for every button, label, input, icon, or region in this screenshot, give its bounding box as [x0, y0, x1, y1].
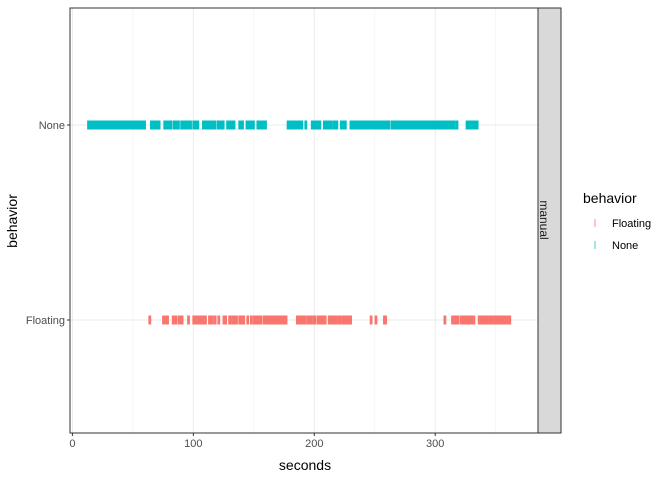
- none-rug-segment: [163, 120, 173, 130]
- y-tick-label: Floating: [26, 315, 65, 327]
- floating-rug-tick: [246, 315, 250, 325]
- data-marks: [87, 120, 512, 325]
- plot-panel-border: [69, 7, 539, 434]
- floating-rug-tick: [300, 315, 304, 325]
- floating-rug-tick: [204, 315, 207, 325]
- floating-rug-tick: [249, 315, 253, 325]
- none-rug-segment: [310, 120, 322, 130]
- none-rug-segment: [256, 120, 267, 130]
- floating-rug-tick: [309, 315, 313, 325]
- floating-rug-tick: [453, 315, 456, 325]
- none-rug-tick: [352, 120, 356, 130]
- floating-rug-segment: [316, 315, 323, 325]
- floating-rug-segment: [327, 315, 335, 325]
- floating-rug-segment: [337, 315, 342, 325]
- floating-rug-tick: [298, 315, 302, 325]
- none-rug-tick: [304, 120, 308, 130]
- none-rug-segment: [238, 120, 244, 130]
- x-axis: 0 100 200 300: [69, 433, 444, 450]
- none-rug-segment: [173, 120, 180, 130]
- floating-rug-segment: [477, 315, 512, 325]
- none-rug-segment: [87, 120, 146, 130]
- floating-rug-tick: [345, 315, 349, 325]
- none-rug-segment: [339, 120, 347, 130]
- none-rug-segment: [216, 120, 225, 130]
- floating-rug-tick: [369, 315, 373, 325]
- none-rug-segment: [192, 120, 200, 130]
- facet-strip-background: [537, 7, 562, 434]
- none-rug-tick: [295, 120, 299, 130]
- floating-rug-tick: [374, 315, 378, 325]
- floating-rug-tick: [187, 315, 190, 325]
- floating-rug-tick: [295, 315, 299, 325]
- none-rug-segment: [226, 120, 236, 130]
- facet-strip: manual: [537, 7, 562, 434]
- none-rug-tick: [397, 120, 401, 130]
- y-axis: Floating None: [26, 120, 70, 327]
- legend-label-none: None: [612, 240, 638, 252]
- floating-rug-tick: [384, 315, 388, 325]
- floating-rug-tick: [279, 315, 282, 325]
- floating-rug-tick: [341, 315, 345, 325]
- floating-rug-tick: [228, 315, 232, 325]
- x-tick-label: 300: [426, 438, 444, 450]
- x-tick-label: 100: [184, 438, 202, 450]
- floating-rug-segment: [171, 315, 178, 325]
- none-rug-segment: [202, 120, 217, 130]
- none-rug-segment: [286, 120, 304, 130]
- none-rug-segment: [390, 120, 456, 130]
- floating-rug-tick: [217, 315, 221, 325]
- floating-rug-segment: [192, 315, 205, 325]
- none-rug-segment: [245, 120, 255, 130]
- none-rug-tick: [455, 120, 459, 130]
- floating-rug-segment: [262, 315, 288, 325]
- floating-rug-tick: [480, 315, 484, 325]
- floating-rug-segment: [252, 315, 263, 325]
- floating-rug-tick: [443, 315, 447, 325]
- floating-rug-tick: [349, 315, 352, 325]
- none-rug-segment: [180, 120, 192, 130]
- floating-rug-tick: [334, 315, 338, 325]
- none-rug-tick: [431, 120, 435, 130]
- floating-rug-tick: [323, 315, 327, 325]
- none-rug-segment: [332, 120, 339, 130]
- floating-rug-segment: [238, 315, 246, 325]
- floating-rug-tick: [213, 315, 217, 325]
- none-rug-segment: [349, 120, 391, 130]
- none-rug-tick: [329, 120, 333, 130]
- floating-rug-segment: [459, 315, 473, 325]
- floating-rug-segment: [162, 315, 169, 325]
- floating-rug-segment: [208, 315, 214, 325]
- none-rug-segment: [465, 120, 479, 130]
- y-tick-label: None: [39, 120, 65, 132]
- none-rug-tick: [370, 120, 374, 130]
- floating-rug-tick: [264, 315, 268, 325]
- x-tick-label: 200: [305, 438, 323, 450]
- floating-rug-segment: [302, 315, 307, 325]
- legend-title: behavior: [583, 190, 637, 206]
- floating-rug-segment: [222, 315, 227, 325]
- y-axis-title: behavior: [4, 194, 20, 248]
- x-tick-label: 0: [69, 438, 75, 450]
- none-rug-tick: [415, 120, 419, 130]
- none-rug-segment: [150, 120, 161, 130]
- floating-rug-tick: [148, 315, 152, 325]
- floating-rug-segment: [231, 315, 238, 325]
- floating-rug-tick: [472, 315, 476, 325]
- x-axis-title: seconds: [279, 457, 331, 473]
- none-rug-tick: [386, 120, 390, 130]
- legend-label-floating: Floating: [612, 218, 651, 230]
- facet-strip-label: manual: [537, 200, 551, 239]
- none-rug-tick: [324, 120, 328, 130]
- floating-rug-segment: [312, 315, 317, 325]
- legend: behavior Floating None: [583, 190, 651, 252]
- floating-rug-segment: [177, 315, 184, 325]
- gridlines: [70, 8, 538, 433]
